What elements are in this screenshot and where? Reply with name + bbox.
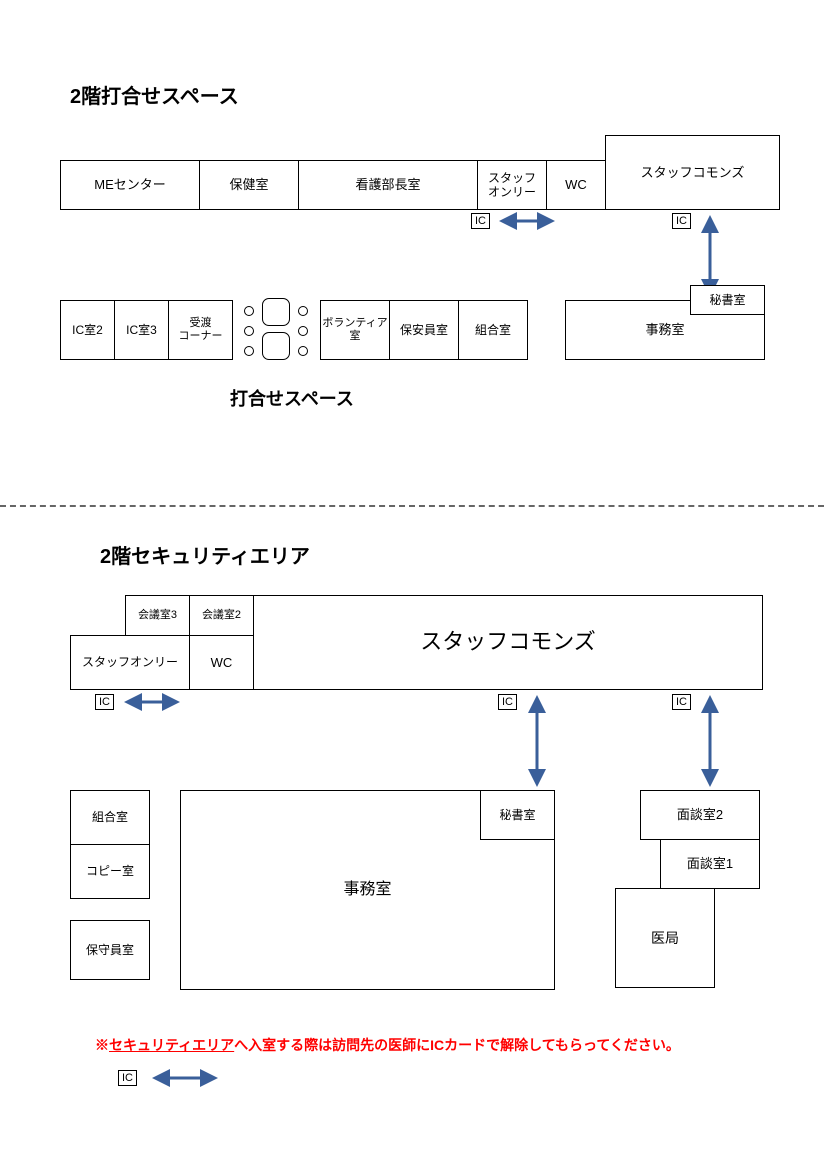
dot-icon	[244, 346, 254, 356]
room-hisho-1: 秘書室	[690, 285, 765, 315]
room-kaigi2: 会議室2	[189, 595, 254, 636]
room-wc-2: WC	[189, 635, 254, 690]
room-mendan2: 面談室2	[640, 790, 760, 840]
room-staff-commons-1: スタッフコモンズ	[605, 135, 780, 210]
dot-icon	[244, 306, 254, 316]
room-kango: 看護部長室	[298, 160, 478, 210]
ic-badge: IC	[498, 694, 517, 710]
section-divider	[0, 505, 824, 507]
room-volunteer: ボランティア 室	[320, 300, 390, 360]
ic-badge: IC	[672, 694, 691, 710]
floor-plan-diagram: 2階打合せスペース MEセンター 保健室 看護部長室 スタッフ オンリー WC …	[0, 0, 824, 1165]
room-hoan: 保安員室	[389, 300, 459, 360]
room-hoken: 保健室	[199, 160, 299, 210]
security-note: ※セキュリティエリアへ入室する際は訪問先の医師にICカードで解除してもらってくだ…	[95, 1035, 680, 1055]
room-staff-commons-2: スタッフコモンズ	[253, 595, 763, 690]
arrow-h-1	[497, 212, 557, 232]
arrow-v-3	[700, 692, 720, 790]
room-kaigi3: 会議室3	[125, 595, 190, 636]
room-staff-only-2: スタッフオンリー	[70, 635, 190, 690]
room-ic3: IC室3	[114, 300, 169, 360]
ic-badge: IC	[471, 213, 490, 229]
note-rest: へ入室する際は訪問先の医師にICカードで解除してもらってください。	[234, 1037, 680, 1053]
room-ic2: IC室2	[60, 300, 115, 360]
dot-icon	[244, 326, 254, 336]
arrow-h-2	[122, 693, 182, 713]
dot-icon	[298, 326, 308, 336]
ic-badge-legend: IC	[118, 1070, 137, 1086]
dot-icon	[298, 306, 308, 316]
room-hoshu: 保守員室	[70, 920, 150, 980]
note-underlined: セキュリティエリア	[109, 1037, 234, 1053]
room-mendan1: 面談室1	[660, 839, 760, 889]
room-uke: 受渡 コーナー	[168, 300, 233, 360]
section1-sublabel: 打合せスペース	[230, 385, 354, 411]
room-hisho-2: 秘書室	[480, 790, 555, 840]
table-icon	[262, 332, 290, 360]
ic-badge: IC	[95, 694, 114, 710]
arrow-legend	[150, 1069, 220, 1089]
room-ikyoku: 医局	[615, 888, 715, 988]
table-icon	[262, 298, 290, 326]
note-prefix: ※	[95, 1037, 109, 1053]
room-kumiai-2: 組合室	[70, 790, 150, 845]
dot-icon	[298, 346, 308, 356]
section1-title: 2階打合せスペース	[70, 80, 239, 109]
room-kumiai-1: 組合室	[458, 300, 528, 360]
room-staff-only-1: スタッフ オンリー	[477, 160, 547, 210]
arrow-v-2	[527, 692, 547, 790]
room-me-center: MEセンター	[60, 160, 200, 210]
ic-badge: IC	[672, 213, 691, 229]
room-copy: コピー室	[70, 844, 150, 899]
section2-title: 2階セキュリティエリア	[100, 540, 310, 569]
room-wc-1: WC	[546, 160, 606, 210]
